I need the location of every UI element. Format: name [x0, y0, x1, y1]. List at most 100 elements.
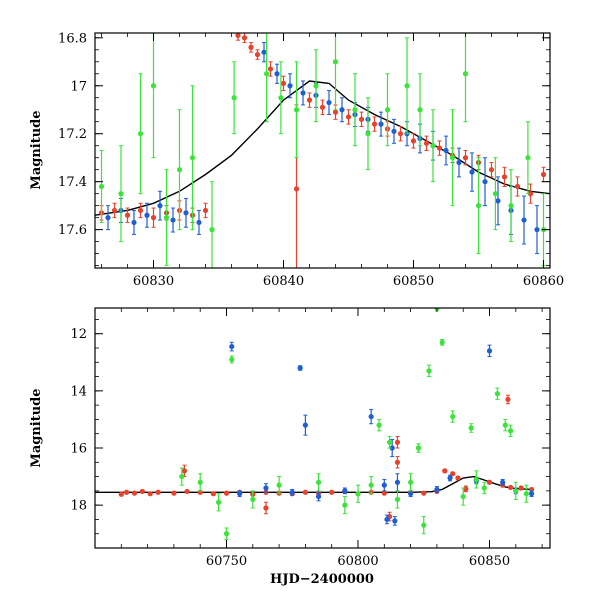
top-data-point	[118, 191, 124, 197]
top-x-tick-label: 60860	[523, 274, 564, 289]
top-data-point	[365, 131, 371, 137]
bottom-data-point	[289, 489, 295, 495]
bottom-data-point	[155, 489, 161, 495]
top-data-point	[462, 71, 469, 77]
top-data-point	[254, 51, 261, 58]
top-data-point	[231, 95, 237, 101]
top-data-point	[391, 128, 397, 134]
bottom-data-point	[329, 489, 335, 495]
top-data-point	[267, 66, 274, 72]
top-data-point	[287, 83, 293, 89]
bottom-plot-frame	[94, 307, 551, 549]
top-data-point	[124, 212, 131, 218]
bottom-data-point	[297, 365, 303, 371]
bottom-data-point	[389, 445, 395, 451]
top-ticks: 60830 60840 60850 60860 16.8 17 17.2 17.4 17.6	[58, 31, 564, 289]
top-data-point	[397, 131, 404, 137]
bottom-data-point	[408, 491, 414, 497]
bottom-data-point	[528, 491, 535, 497]
bottom-x-tick-label: 60750	[206, 554, 247, 569]
top-data-point	[534, 227, 540, 233]
top-series-2	[98, 33, 547, 268]
top-data-point	[280, 80, 287, 86]
bottom-x-axis-label: HJD−2400000	[270, 572, 374, 587]
bottom-plot-area	[95, 308, 535, 540]
top-data-point	[278, 95, 284, 101]
bottom-data-point	[276, 482, 282, 488]
bottom-data-point	[171, 490, 177, 496]
top-data-point	[352, 107, 358, 113]
bottom-data-point	[381, 482, 387, 488]
top-data-point	[501, 174, 508, 180]
bottom-data-point	[381, 490, 387, 496]
bottom-data-point	[507, 428, 514, 434]
bottom-data-point	[384, 516, 390, 523]
top-data-point	[248, 44, 254, 50]
bottom-data-point	[518, 485, 524, 491]
top-data-point	[300, 90, 306, 96]
top-data-point	[150, 215, 157, 221]
bottom-data-point	[494, 391, 500, 397]
top-data-point	[137, 131, 144, 137]
top-y-tick-label: 17.2	[58, 127, 87, 142]
top-data-point	[384, 107, 391, 113]
top-data-point	[430, 143, 436, 149]
top-x-tick-label: 60830	[133, 274, 174, 289]
top-data-point	[189, 155, 196, 161]
bottom-data-point	[513, 488, 519, 494]
top-data-point	[241, 35, 248, 41]
top-data-point	[508, 203, 514, 209]
bottom-y-tick-label: 12	[70, 327, 87, 342]
bottom-model-curve	[95, 475, 532, 493]
top-data-point	[264, 71, 270, 77]
bottom-series-2	[179, 308, 529, 540]
top-data-point	[176, 167, 183, 173]
bottom-x-tick-label: 60800	[337, 554, 378, 569]
bottom-data-point	[386, 439, 393, 445]
top-x-tick-label: 60840	[263, 274, 304, 289]
bottom-data-point	[237, 491, 243, 497]
top-data-point	[202, 207, 209, 214]
top-plot-area	[95, 33, 550, 268]
top-y-tick-label: 16.8	[58, 31, 87, 46]
bottom-data-point	[376, 422, 382, 428]
top-data-point	[163, 215, 170, 221]
top-data-point	[183, 210, 189, 216]
bottom-series-1	[229, 341, 535, 526]
top-data-point	[170, 217, 176, 223]
top-data-point	[261, 49, 267, 55]
bottom-y-tick-label: 14	[70, 384, 87, 399]
bottom-data-point	[500, 479, 506, 485]
bottom-ticks: 60750 60800 60850 12 14 16 18	[70, 308, 550, 569]
top-data-point	[196, 219, 202, 226]
bottom-data-point	[123, 489, 130, 495]
top-data-point	[144, 212, 150, 218]
bottom-data-point	[302, 489, 309, 495]
top-data-point	[332, 109, 339, 115]
bottom-data-point	[408, 479, 414, 485]
top-data-point	[469, 169, 475, 175]
bottom-series-0	[118, 394, 535, 522]
top-data-point	[235, 33, 241, 38]
bottom-data-point	[447, 475, 453, 481]
top-data-point	[492, 191, 498, 197]
bottom-panel: 60750 60800 60850 12 14 16 18 Magnitude HJD−24…	[29, 307, 551, 587]
bottom-data-point	[131, 490, 138, 496]
top-data-point	[326, 99, 332, 106]
top-data-point	[436, 145, 443, 151]
bottom-data-point	[481, 485, 487, 491]
bottom-data-point	[315, 479, 322, 485]
top-data-point	[157, 203, 163, 209]
bottom-x-tick-label: 60850	[469, 554, 510, 569]
bottom-data-point	[439, 339, 445, 345]
top-data-point	[105, 215, 111, 221]
bottom-data-point	[197, 479, 203, 485]
top-series-1	[105, 42, 540, 255]
bottom-data-point	[229, 356, 235, 363]
bottom-data-point	[460, 493, 466, 500]
top-data-point	[137, 207, 144, 214]
top-series-0	[98, 33, 547, 268]
bottom-data-point	[368, 482, 374, 488]
bottom-data-point	[315, 493, 322, 500]
